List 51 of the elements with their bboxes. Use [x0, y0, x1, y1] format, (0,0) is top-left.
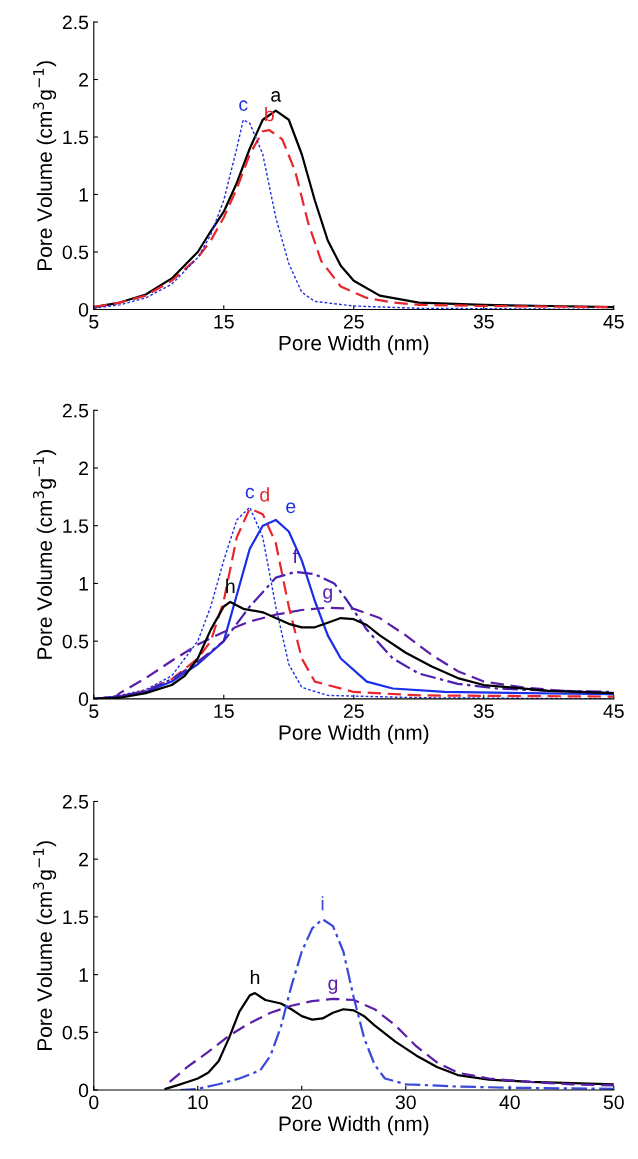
- series-label: f: [292, 548, 299, 563]
- y-tick-label: 2: [79, 852, 88, 867]
- x-tick-label: 30: [395, 1095, 416, 1110]
- y-tick-label: 1.5: [63, 519, 89, 533]
- x-tick-label: 45: [603, 315, 624, 329]
- series-label: i: [321, 896, 324, 911]
- y-axis-title: Pore Volume (cm$^{3}$g$^{−1}$): [33, 450, 57, 659]
- x-tick-label: 15: [214, 315, 234, 329]
- y-axis-title: Pore Volume (cm$^{3}$g$^{−1}$): [33, 61, 57, 270]
- y-axis-title: Pore Volume (cm$^{3}$g$^{−1}$): [33, 841, 57, 1050]
- x-tick-label: 20: [291, 1095, 312, 1110]
- y-tick-label: 1.5: [63, 130, 89, 145]
- y-tick-label: 1: [79, 188, 88, 202]
- y-tick-label: 0: [78, 692, 89, 707]
- x-tick-label: 50: [603, 1095, 624, 1110]
- x-tick-label: 0: [89, 1095, 99, 1110]
- y-tick-label: 2.5: [62, 403, 89, 418]
- x-axis-title: Pore Width (nm): [279, 724, 429, 745]
- y-tick-label: 0.5: [62, 245, 89, 260]
- y-tick-label: 1: [79, 968, 88, 982]
- x-tick-label: 15: [214, 704, 234, 719]
- series-label: g: [323, 588, 332, 603]
- x-tick-label: 25: [343, 704, 364, 719]
- y-tick-label: 2: [79, 72, 88, 87]
- y-tick-label: 0.5: [62, 634, 89, 649]
- x-tick-label: 35: [473, 314, 494, 329]
- y-tick-label: 2: [79, 461, 88, 476]
- series-label: e: [286, 502, 296, 514]
- series-label: d: [260, 487, 269, 502]
- y-tick-label: 1.5: [63, 910, 89, 925]
- series-label: c: [239, 100, 248, 111]
- series-label: a: [271, 91, 282, 102]
- y-tick-label: 1: [79, 577, 88, 591]
- x-tick-label: 35: [473, 704, 494, 719]
- series-label: g: [328, 979, 338, 994]
- y-tick-label: 2.5: [62, 15, 89, 30]
- series-label: h: [226, 578, 235, 593]
- x-axis-title: Pore Width (nm): [279, 1115, 429, 1136]
- series-label: c: [245, 487, 255, 499]
- series-label: h: [250, 970, 260, 985]
- x-tick-label: 10: [188, 1095, 208, 1110]
- x-tick-label: 40: [499, 1095, 520, 1110]
- x-tick-label: 25: [343, 314, 364, 329]
- x-tick-label: 5: [89, 315, 99, 329]
- y-tick-label: 0: [78, 302, 89, 317]
- x-tick-label: 5: [89, 704, 99, 719]
- y-tick-label: 0.5: [62, 1025, 89, 1040]
- y-tick-label: 2.5: [62, 794, 89, 809]
- x-axis-title: Pore Width (nm): [279, 335, 429, 355]
- y-tick-label: 0: [78, 1083, 89, 1098]
- x-tick-label: 45: [603, 704, 624, 719]
